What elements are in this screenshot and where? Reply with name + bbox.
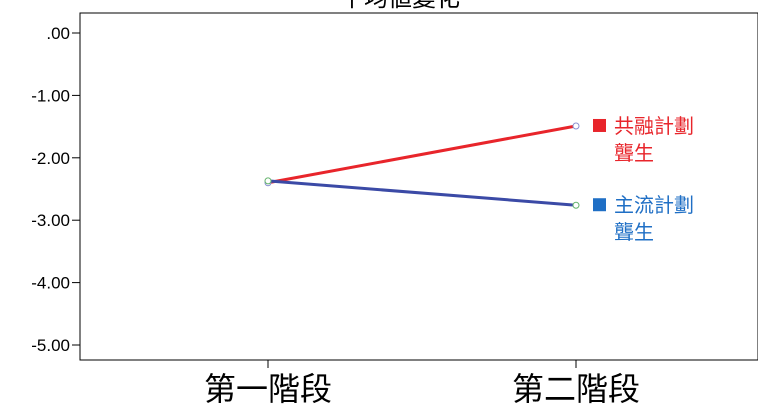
legend-label: 聾生 — [614, 141, 654, 165]
y-axis: .00 -1.00 -2.00 -3.00 -4.00 -5.00 — [31, 24, 80, 355]
x-tick-label: 第二階段 — [512, 370, 640, 406]
y-tick-label: -3.00 — [31, 211, 70, 230]
x-tick-label: 第一階段 — [204, 370, 332, 406]
legend-swatch — [593, 118, 606, 132]
data-point — [572, 122, 580, 130]
y-tick-label: .00 — [46, 24, 70, 43]
y-tick-label: -2.00 — [31, 149, 70, 168]
series-line — [266, 124, 578, 185]
data-point — [264, 177, 272, 185]
chart-title: 平均値變化 — [340, 0, 460, 12]
legend-label: 共融計劃 — [614, 114, 694, 138]
y-tick-label: -1.00 — [31, 86, 70, 105]
x-axis: 第一階段 第二階段 — [204, 360, 640, 406]
y-tick-label: -4.00 — [31, 274, 70, 293]
plot-area — [79, 12, 758, 361]
legend-swatch — [593, 198, 606, 212]
legend-label: 主流計劃 — [614, 193, 694, 217]
series-line — [266, 179, 578, 207]
legend-label: 聾生 — [614, 220, 654, 244]
y-tick-label: -5.00 — [31, 336, 70, 355]
series-group — [264, 122, 580, 209]
data-point — [572, 201, 580, 209]
